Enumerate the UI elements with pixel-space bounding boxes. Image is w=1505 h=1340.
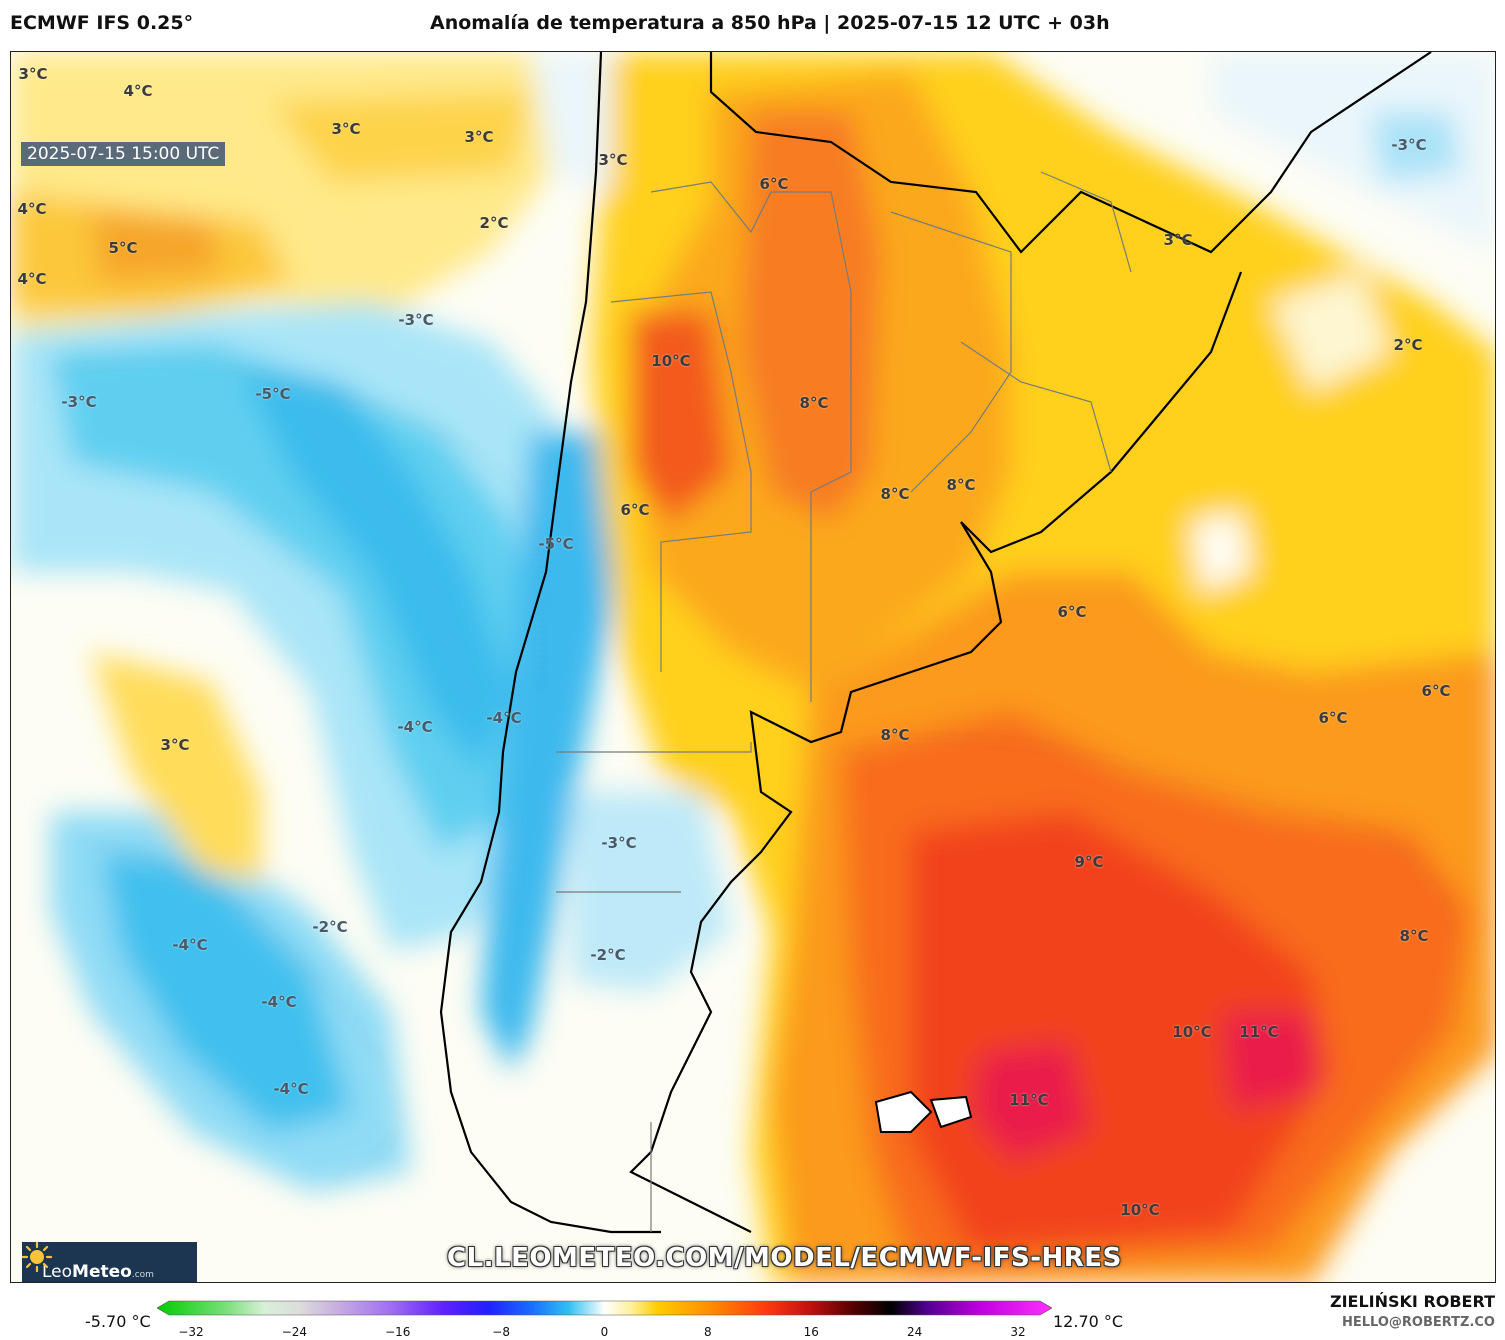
isotherm-label: 3°C (331, 120, 361, 138)
valid-time-badge: 2025-07-15 15:00 UTC (21, 142, 226, 166)
isotherm-label: 2°C (479, 214, 509, 232)
isotherm-label: -5°C (538, 535, 574, 553)
isotherm-label: 8°C (799, 394, 829, 412)
colorbar-tick-label: 8 (704, 1325, 712, 1339)
map-panel[interactable]: 2025-07-15 15:00 UTC 3°C 4°C 3°C 3°C 3°C 6°C 4… (10, 51, 1496, 1283)
isotherm-label: 3°C (598, 151, 628, 169)
isotherm-label: 11°C (1009, 1091, 1049, 1109)
isotherm-label: 3°C (1163, 231, 1193, 249)
colorbar-tick-label: 0 (600, 1325, 609, 1339)
isotherm-label: 10°C (651, 352, 691, 370)
isotherm-label: 6°C (1318, 709, 1348, 727)
isotherm-label: -4°C (261, 993, 297, 1011)
colorbar-tick-label: 32 (1010, 1325, 1026, 1339)
isotherm-label: 8°C (946, 476, 976, 494)
colorbar-tick-label: 16 (803, 1325, 819, 1339)
colorbar-tick-label: −8 (492, 1325, 510, 1339)
isotherm-label: 9°C (1074, 853, 1104, 871)
isotherm-label: 6°C (759, 175, 789, 193)
isotherm-label: -3°C (398, 311, 434, 329)
isotherm-label: 4°C (17, 200, 47, 218)
isotherm-label: -3°C (601, 834, 637, 852)
isotherm-label: 6°C (1057, 603, 1087, 621)
isotherm-label: -5°C (255, 385, 291, 403)
model-name: ECMWF IFS 0.25° (10, 12, 194, 34)
isotherm-label: 10°C (1172, 1023, 1212, 1041)
isotherm-label: 3°C (160, 736, 190, 754)
isotherm-label: -2°C (590, 946, 626, 964)
isotherm-label: 2°C (1393, 336, 1423, 354)
colorbar-tick-label: −24 (281, 1325, 308, 1339)
colorbar-min-label: -5.70 °C (85, 1312, 151, 1331)
isotherm-label: 10°C (1120, 1201, 1160, 1219)
isotherm-label: -4°C (172, 936, 208, 954)
logo-text: LeoMeteo.com (42, 1262, 154, 1282)
isotherm-label: 8°C (1399, 927, 1429, 945)
isotherm-label: 4°C (123, 82, 153, 100)
isotherm-label: 4°C (17, 270, 47, 288)
colorbar-tick-label: 24 (906, 1325, 923, 1339)
isotherm-label: 6°C (620, 501, 650, 519)
temperature-anomaly-field (11, 52, 1495, 1282)
isotherm-label: 8°C (880, 485, 910, 503)
map-title: Anomalía de temperatura a 850 hPa | 2025… (430, 12, 1110, 34)
colorbar-tick-label: −16 (385, 1325, 411, 1339)
isotherm-label: 3°C (464, 128, 494, 146)
colorbar-max-label: 12.70 °C (1053, 1312, 1124, 1331)
author-credit: ZIELIŃSKI ROBERT (1329, 1292, 1495, 1311)
sun-icon (22, 1242, 52, 1272)
isotherm-label: 6°C (1421, 682, 1451, 700)
isotherm-label: 3°C (18, 65, 48, 83)
leometeo-logo[interactable]: LeoMeteo.com (22, 1242, 197, 1282)
temperature-colorbar (157, 1300, 1052, 1316)
isotherm-label: -4°C (397, 718, 433, 736)
isotherm-label: 5°C (108, 239, 138, 257)
author-email[interactable]: HELLO@ROBERTZ.CO (1341, 1315, 1495, 1330)
isotherm-label: -4°C (486, 709, 522, 727)
source-url-watermark: CL.LEOMETEO.COM/MODEL/ECMWF-IFS-HRES (447, 1243, 1122, 1273)
isotherm-label: -3°C (61, 393, 97, 411)
isotherm-label: -2°C (312, 918, 348, 936)
colorbar-tick-label: −32 (178, 1325, 204, 1339)
isotherm-label: 11°C (1239, 1023, 1279, 1041)
isotherm-label: 8°C (880, 726, 910, 744)
isotherm-label: -4°C (273, 1080, 309, 1098)
isotherm-label: -3°C (1391, 136, 1427, 154)
